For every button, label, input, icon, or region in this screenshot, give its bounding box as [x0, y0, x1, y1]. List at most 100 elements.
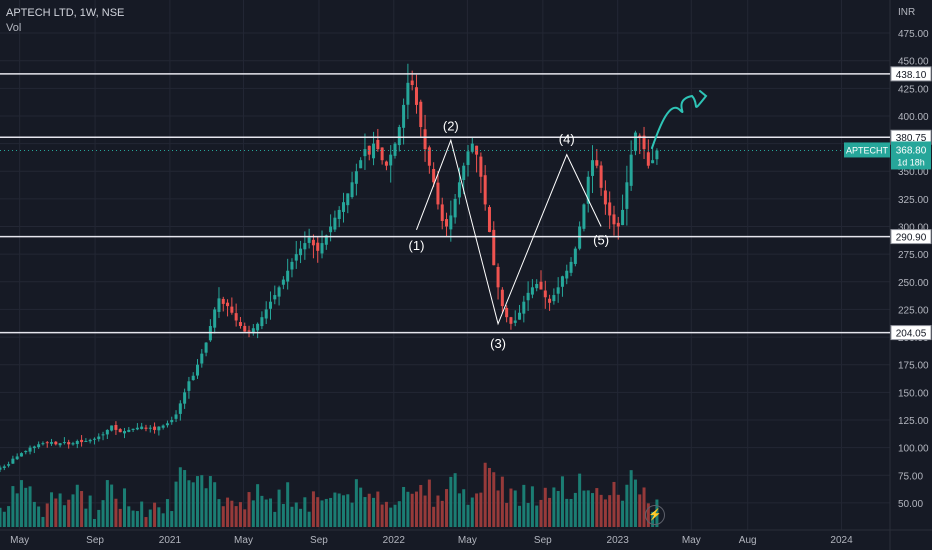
candle-body [32, 446, 36, 449]
volume-bar [509, 488, 513, 527]
last-price-badge [891, 141, 931, 170]
candle-body [50, 442, 54, 444]
candle-body [41, 443, 45, 445]
volume-bar [277, 489, 281, 527]
price-level-label: 438.10 [896, 70, 927, 81]
volume-bar [67, 499, 71, 527]
volume-bar [251, 500, 255, 527]
volume-bar [505, 502, 509, 527]
volume-bar [535, 505, 539, 527]
volume-bar [487, 467, 491, 527]
volume-bar [548, 497, 552, 527]
last-price-label: 368.80 [896, 145, 927, 156]
volume-bar [410, 493, 414, 527]
volume-bar [457, 493, 461, 527]
candle-body [462, 165, 466, 181]
volume-bar [260, 495, 264, 527]
volume-bar [324, 498, 328, 527]
candle-body [526, 292, 530, 301]
volume-bar [359, 487, 363, 527]
volume-bar [174, 481, 178, 527]
volume-bar [496, 490, 500, 527]
candle-body [316, 242, 320, 251]
volume-bar [466, 504, 470, 527]
candle-body [573, 248, 577, 264]
candle-body [625, 182, 629, 209]
symbol-line[interactable]: APTECH LTD, 1W, NSE [6, 7, 125, 19]
x-tick-label: May [682, 535, 701, 546]
volume-bar [341, 495, 345, 527]
volume-bar [148, 509, 152, 527]
volume-bar [286, 482, 290, 527]
y-tick-label: 425.00 [898, 84, 929, 95]
volume-bar [230, 500, 234, 527]
volume-bar [131, 510, 135, 527]
candle-body [384, 161, 388, 166]
volume-bar [101, 500, 105, 527]
y-tick-label: 225.00 [898, 305, 929, 316]
candle-body [646, 152, 650, 166]
volume-bar [642, 487, 646, 527]
volume-bar [238, 502, 242, 527]
candle-body [174, 414, 178, 419]
candle-body [539, 281, 543, 290]
volume-bar [436, 495, 440, 527]
candle-body [582, 204, 586, 229]
y-tick-label: 100.00 [898, 444, 929, 455]
volume-bar [75, 484, 79, 527]
candle-body [105, 429, 109, 435]
candle-body [88, 439, 92, 442]
lightning-icon[interactable]: ⚡ [645, 505, 665, 525]
volume-bar [629, 470, 633, 527]
x-tick-label: May [10, 535, 29, 546]
volume-bar [316, 497, 320, 527]
volume-bar [153, 502, 157, 527]
candle-body [350, 182, 354, 198]
volume-bar [273, 511, 277, 527]
volume-bar [500, 476, 504, 527]
volume-bar [569, 498, 573, 527]
volume-bar [247, 492, 251, 527]
candle-body [492, 229, 496, 266]
symbol-badge-label: APTECHT [846, 145, 889, 155]
candle-body [256, 323, 260, 331]
volume-bar [7, 506, 11, 527]
volume-bar [294, 502, 298, 527]
volume-bar [299, 508, 303, 527]
candle-body [427, 147, 431, 166]
y-tick-label: 125.00 [898, 416, 929, 427]
candle-body [376, 139, 380, 150]
volume-bar [45, 503, 49, 527]
volume-bar [518, 505, 522, 527]
volume-bar [37, 506, 41, 527]
volume-label[interactable]: Vol [6, 22, 22, 34]
candle-body [578, 226, 582, 249]
candle-body [380, 147, 384, 161]
candle-body [432, 168, 436, 183]
x-tick-label: Sep [86, 535, 104, 546]
volume-bar [88, 495, 92, 527]
volume-bar [350, 502, 354, 527]
candle-body [535, 284, 539, 289]
wave-label: (4) [559, 131, 575, 146]
volume-bar [522, 484, 526, 527]
candle-body [2, 466, 6, 468]
x-tick-label: 2024 [830, 535, 853, 546]
candle-body [191, 375, 195, 381]
volume-bar [367, 493, 371, 527]
volume-bar [414, 491, 418, 527]
candle-body [45, 442, 49, 444]
candle-body [629, 154, 633, 186]
candle-body [543, 290, 547, 298]
candle-body [513, 320, 517, 323]
candle-body [135, 427, 139, 430]
volume-bar [372, 497, 376, 527]
volume-bar [552, 487, 556, 527]
candle-body [346, 193, 350, 206]
volume-bar [127, 506, 131, 527]
x-tick-label: May [234, 535, 253, 546]
volume-bar [449, 476, 453, 527]
volume-bar [432, 506, 436, 527]
candle-body [67, 442, 71, 445]
